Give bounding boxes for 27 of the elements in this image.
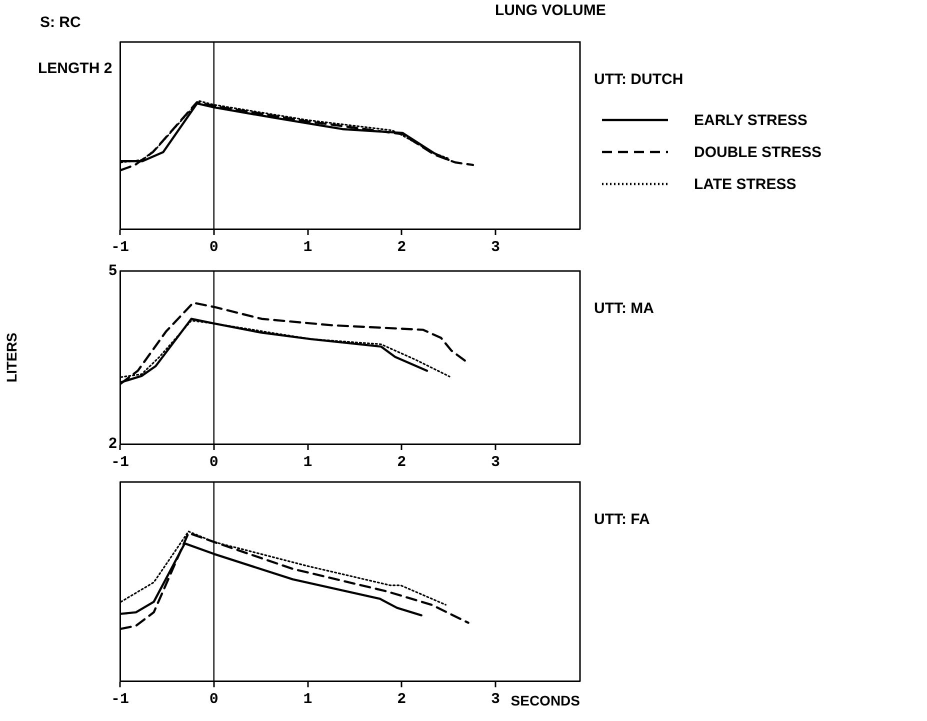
x-tick-label: -1 bbox=[110, 454, 130, 471]
x-tick-label: 1 bbox=[303, 238, 312, 256]
x-tick-label: 0 bbox=[209, 454, 218, 471]
text: S: RC bbox=[40, 14, 81, 31]
x-tick-label: 3 bbox=[491, 454, 500, 471]
y-tick-label: 5 bbox=[108, 262, 117, 280]
chart-title: LUNG VOLUME bbox=[495, 2, 606, 19]
x-tick-label: 0 bbox=[209, 690, 218, 708]
x-tick-label: 1 bbox=[303, 454, 312, 471]
x-tick-label: -1 bbox=[110, 238, 130, 256]
x-tick-label: 3 bbox=[491, 238, 500, 256]
x-tick-label: -1 bbox=[110, 690, 130, 708]
y-axis-title: LITERS bbox=[3, 332, 20, 382]
x-tick-label: 0 bbox=[209, 238, 218, 256]
x-tick-label: 2 bbox=[397, 454, 406, 471]
x-tick-label: 2 bbox=[397, 690, 406, 708]
text: LENGTH 2 bbox=[38, 60, 112, 77]
x-tick-label: 1 bbox=[303, 690, 312, 708]
x-tick-label: 2 bbox=[397, 238, 406, 256]
legend-label: EARLY STRESS bbox=[694, 112, 808, 128]
x-axis-title: SECONDS bbox=[510, 692, 580, 708]
text: UTT: FA bbox=[594, 511, 650, 528]
legend-label: DOUBLE STRESS bbox=[694, 144, 822, 160]
x-tick-label: 3 bbox=[491, 690, 500, 708]
text: UTT: DUTCH bbox=[594, 71, 684, 88]
text: UTT: MA bbox=[594, 300, 654, 317]
legend-label: LATE STRESS bbox=[694, 176, 796, 192]
